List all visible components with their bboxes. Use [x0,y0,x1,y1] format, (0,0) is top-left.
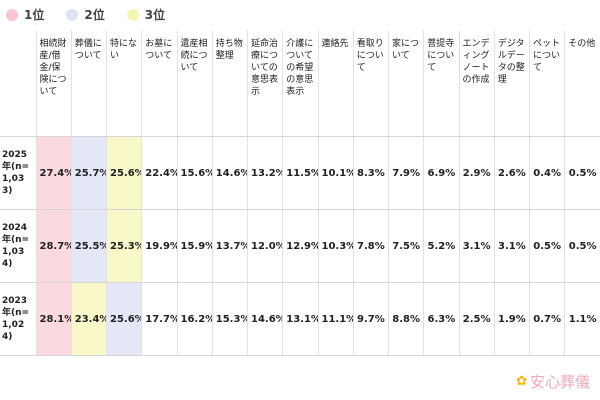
data-cell: 1.1% [564,282,600,356]
column-header: 特にない [105,30,142,137]
legend-item-rank3: 3位 [126,6,166,23]
data-cell: 8.8% [387,282,424,356]
column-header: お墓について [141,30,177,137]
data-cell: 10.1% [317,136,354,210]
data-cell: 25.5% [70,209,107,283]
data-cell: 23.4% [70,282,107,356]
data-cell: 28.1% [35,282,72,356]
column-header: 相続財産/借金/保険について [35,30,72,137]
corner-cell [0,30,36,137]
data-cell: 15.6% [176,136,213,210]
column-header: 家について [387,30,424,137]
flower-icon: ✿ [516,374,527,389]
data-cell: 7.5% [387,209,424,283]
column-header: 遺産相続について [176,30,213,137]
column-header: 菩提寺について [423,30,459,137]
column-header: エンディングノートの作成 [458,30,495,137]
legend-label-rank2: 2位 [84,8,105,22]
data-cell: 0.5% [564,209,600,283]
data-cell: 6.3% [423,282,459,356]
data-cell: 11.5% [282,136,318,210]
legend-item-rank1: 1位 [6,6,44,23]
data-cell: 0.7% [528,282,565,356]
data-cell: 25.6% [105,282,142,356]
data-cell: 13.7% [211,209,248,283]
legend-item-rank2: 2位 [66,6,105,23]
data-cell: 27.4% [35,136,72,210]
data-cell: 13.1% [282,282,318,356]
legend-label-rank3: 3位 [144,8,166,22]
table-body: 2025年(n=1,033) 27.4% 25.7% 25.6% 22.4% 15.6% 1… [0,136,600,356]
brand-logo: ✿ 安心葬儀 [516,371,590,392]
legend-label-rank1: 1位 [24,8,45,22]
legend-swatch-rank1 [6,8,18,21]
data-cell: 5.2% [423,209,459,283]
data-cell: 12.9% [282,209,318,283]
data-cell: 0.4% [528,136,565,210]
data-cell: 14.6% [246,282,283,356]
column-header: 持ち物整理 [211,30,248,137]
data-cell: 25.7% [70,136,107,210]
data-cell: 14.6% [211,136,248,210]
data-cell: 25.3% [105,209,142,283]
column-header: 連絡先 [317,30,354,137]
row-header: 2024年(n=1,034) [0,209,36,283]
table-row: 2025年(n=1,033) 27.4% 25.7% 25.6% 22.4% 15.6% 1… [0,136,600,210]
data-cell: 16.2% [176,282,213,356]
data-cell: 3.1% [493,209,530,283]
column-header: 延命治療についての意思表示 [246,30,283,137]
data-cell: 15.9% [176,209,213,283]
data-cell: 28.7% [35,209,72,283]
column-header: 介護についての希望の意思表示 [282,30,318,137]
data-cell: 2.5% [458,282,495,356]
data-cell: 17.7% [141,282,177,356]
legend: 1位 2位 3位 [6,6,165,23]
brand-logo-text: 安心葬儀 [529,373,590,391]
data-cell: 13.2% [246,136,283,210]
legend-swatch-rank2 [66,8,79,21]
data-cell: 11.1% [317,282,354,356]
data-cell: 0.5% [564,136,600,210]
data-cell: 1.9% [493,282,530,356]
results-table-wrapper: 相続財産/借金/保険について 葬儀について 特にない お墓について 遺産相続について 持ち… [0,30,600,356]
data-cell: 2.6% [493,136,530,210]
column-header: その他 [564,30,600,137]
data-cell: 3.1% [458,209,495,283]
results-table: 相続財産/借金/保険について 葬儀について 特にない お墓について 遺産相続について 持ち… [0,30,600,356]
data-cell: 25.6% [105,136,142,210]
data-cell: 19.9% [141,209,177,283]
data-cell: 0.5% [528,209,565,283]
data-cell: 2.9% [458,136,495,210]
column-header: 看取りについて [352,30,389,137]
table-row: 2023年(n=1,024) 28.1% 23.4% 25.6% 17.7% 16.2% 1… [0,282,600,356]
row-header: 2025年(n=1,033) [0,136,36,210]
data-cell: 7.8% [352,209,389,283]
header-row: 相続財産/借金/保険について 葬儀について 特にない お墓について 遺産相続について 持ち… [0,30,600,137]
data-cell: 6.9% [423,136,459,210]
column-header: ペットについて [528,30,565,137]
data-cell: 8.3% [352,136,389,210]
row-header: 2023年(n=1,024) [0,282,36,356]
data-cell: 12.0% [246,209,283,283]
data-cell: 10.3% [317,209,354,283]
data-cell: 7.9% [387,136,424,210]
legend-swatch-rank3 [126,8,139,21]
data-cell: 15.3% [211,282,248,356]
column-header: デジタルデータの整理 [493,30,530,137]
data-cell: 22.4% [141,136,177,210]
column-header: 葬儀について [70,30,107,137]
table-row: 2024年(n=1,034) 28.7% 25.5% 25.3% 19.9% 15.9% 1… [0,209,600,283]
data-cell: 9.7% [352,282,389,356]
